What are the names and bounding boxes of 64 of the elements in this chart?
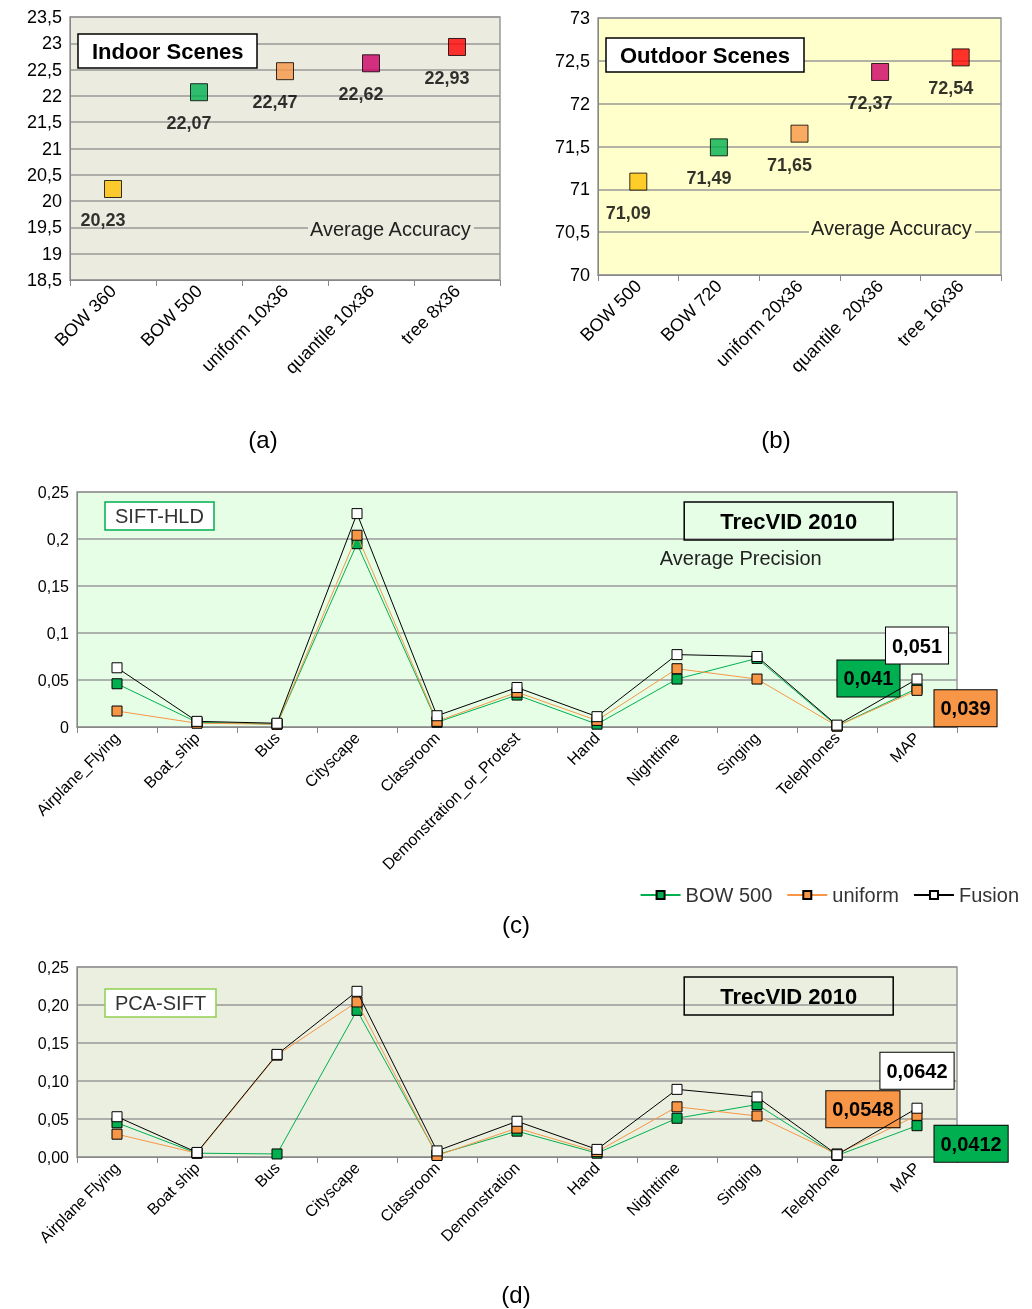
y-tick-label: 19 bbox=[41, 243, 62, 264]
y-tick-label: 0,10 bbox=[37, 1072, 70, 1090]
data-label: 0,0642 bbox=[886, 1059, 948, 1082]
data-label: 71,49 bbox=[686, 168, 732, 189]
y-tick-label: 0,05 bbox=[37, 1110, 70, 1128]
text: Outdoor Scenes bbox=[620, 42, 790, 68]
y-tick-label: 71 bbox=[569, 179, 590, 200]
data-label: 22,07 bbox=[166, 113, 212, 134]
y-tick-label: 21 bbox=[41, 138, 62, 159]
y-tick-label: 70 bbox=[569, 265, 590, 285]
data-label: 0,051 bbox=[891, 634, 943, 657]
y-tick-label: 72,5 bbox=[554, 50, 590, 71]
y-tick-label: 0,2 bbox=[46, 530, 70, 548]
y-tick-label: 0,20 bbox=[37, 996, 70, 1014]
y-tick-label: 20,5 bbox=[26, 164, 62, 185]
text: Indoor Scenes bbox=[92, 38, 244, 64]
x-tick-label: Bus bbox=[251, 1158, 284, 1191]
x-axis-title: (b) bbox=[761, 425, 791, 453]
y-tick-label: 23 bbox=[41, 33, 62, 54]
y-tick-label: 0 bbox=[60, 718, 70, 736]
data-label: 0,041 bbox=[843, 667, 894, 690]
data-label: 0,0412 bbox=[940, 1132, 1002, 1155]
data-label: 22,62 bbox=[338, 84, 384, 105]
y-tick-label: 0,15 bbox=[37, 1034, 70, 1052]
y-tick-label: 72 bbox=[569, 93, 590, 114]
x-axis-title: (d) bbox=[501, 1280, 531, 1308]
x-axis-title: (c) bbox=[502, 910, 530, 938]
y-tick-label: 23,5 bbox=[26, 7, 62, 27]
data-label: 71,65 bbox=[766, 154, 813, 175]
y-tick-label: 19,5 bbox=[26, 217, 62, 238]
data-label: 20,23 bbox=[80, 210, 126, 230]
text: TrecVID 2010 bbox=[720, 508, 858, 534]
y-tick-label: 0,00 bbox=[37, 1148, 70, 1166]
y-tick-label: 70,5 bbox=[554, 222, 590, 243]
data-label: 71,09 bbox=[605, 202, 651, 223]
data-label: 72,54 bbox=[928, 78, 974, 99]
annotation: Average Precision bbox=[659, 547, 822, 569]
annotation: Average Accuracy bbox=[811, 217, 972, 240]
data-label: 0,0548 bbox=[832, 1098, 894, 1121]
x-tick-label: Bus bbox=[251, 728, 284, 761]
y-tick-label: 0,15 bbox=[37, 577, 70, 595]
y-tick-label: 20 bbox=[41, 191, 62, 212]
y-tick-label: 0,25 bbox=[37, 958, 70, 976]
y-tick-label: 73 bbox=[569, 8, 590, 28]
legend-label: Fusion bbox=[958, 884, 1019, 906]
text: TrecVID 2010 bbox=[720, 983, 858, 1009]
data-label: 72,37 bbox=[847, 92, 893, 113]
text: SIFT-HLD bbox=[115, 505, 204, 527]
data-label: 0,039 bbox=[940, 697, 991, 720]
y-tick-label: 22 bbox=[41, 85, 62, 106]
y-tick-label: 21,5 bbox=[26, 112, 62, 133]
y-tick-label: 0,25 bbox=[37, 483, 70, 501]
y-tick-label: 18,5 bbox=[26, 270, 62, 290]
y-tick-label: 71,5 bbox=[554, 136, 590, 157]
y-tick-label: 0,05 bbox=[37, 671, 70, 689]
y-tick-label: 22,5 bbox=[26, 59, 62, 80]
legend-label: uniform bbox=[832, 884, 899, 906]
x-axis-title: (a) bbox=[248, 425, 278, 453]
legend-label: BOW 500 bbox=[685, 884, 773, 906]
text: PCA-SIFT bbox=[115, 992, 207, 1014]
data-label: 22,93 bbox=[424, 67, 470, 88]
y-tick-label: 0,1 bbox=[46, 624, 70, 642]
annotation: Average Accuracy bbox=[310, 217, 471, 240]
data-label: 22,47 bbox=[252, 92, 298, 113]
